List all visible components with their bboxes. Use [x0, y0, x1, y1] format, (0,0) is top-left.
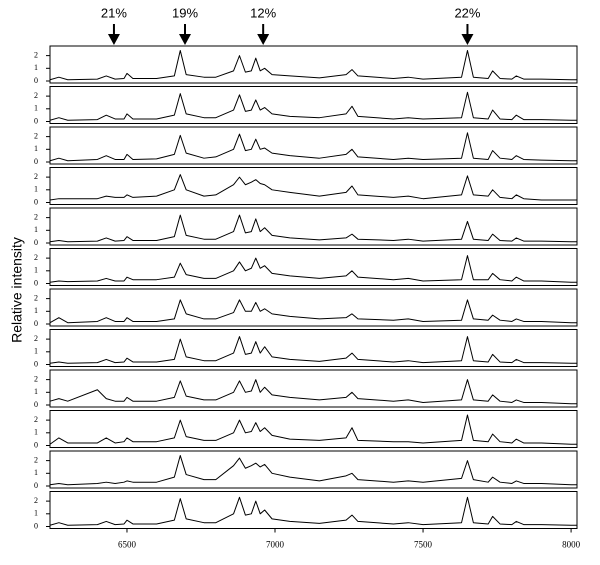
panel-frame — [49, 329, 578, 367]
y-tick-label: 0 — [34, 76, 38, 85]
x-tick-label: 7000 — [266, 540, 285, 550]
spectrum-line — [49, 455, 577, 486]
panel-frame — [49, 86, 578, 124]
spectrum-line — [49, 50, 577, 81]
y-tick-label: 0 — [34, 319, 38, 328]
panel-frame — [49, 410, 578, 448]
spectrum-line — [49, 174, 577, 201]
panel-frame — [49, 207, 578, 246]
y-tick-label: 1 — [34, 428, 38, 437]
panel-frame — [49, 288, 578, 327]
panel-frame — [49, 491, 578, 529]
annotation-label: 22% — [454, 5, 480, 20]
y-tick-label: 1 — [34, 185, 38, 194]
y-tick-label: 1 — [34, 225, 38, 234]
y-tick-label: 1 — [34, 509, 38, 518]
spectrum-line — [49, 414, 577, 445]
annotation-label: 12% — [250, 5, 276, 20]
y-tick-label: 0 — [34, 521, 38, 530]
y-tick-label: 2 — [34, 212, 38, 221]
spectrum-line — [49, 255, 577, 283]
panel-frame — [49, 45, 578, 84]
annotation-label: 21% — [101, 5, 127, 20]
y-tick-label: 2 — [34, 455, 38, 464]
spectrum-line — [49, 379, 577, 405]
y-tick-label: 2 — [34, 293, 38, 302]
x-tick-label: 8000 — [562, 540, 581, 550]
spectrum-line — [49, 496, 577, 526]
y-tick-label: 2 — [34, 91, 38, 100]
y-tick-label: 1 — [34, 347, 38, 356]
y-tick-label: 0 — [34, 400, 38, 409]
y-tick-label: 2 — [34, 334, 38, 343]
y-tick-label: 0 — [34, 238, 38, 247]
y-tick-label: 0 — [34, 157, 38, 166]
y-tick-label: 0 — [34, 440, 38, 449]
x-tick-label: 6500 — [118, 540, 137, 550]
y-tick-label: 1 — [34, 63, 38, 72]
y-tick-label: 1 — [34, 266, 38, 275]
y-tick-label: 0 — [34, 359, 38, 368]
panel-frame — [49, 167, 578, 205]
y-tick-label: 2 — [34, 50, 38, 59]
y-tick-label: 1 — [34, 144, 38, 153]
panel-frame — [49, 450, 578, 489]
spectrum-line — [49, 214, 577, 243]
y-axis-label: Relative intensity — [9, 237, 25, 343]
panel-frame — [49, 126, 578, 165]
y-tick-label: 0 — [34, 278, 38, 287]
annotation-label: 19% — [172, 5, 198, 20]
y-tick-label: 1 — [34, 104, 38, 113]
y-tick-label: 1 — [34, 468, 38, 477]
y-tick-label: 0 — [34, 197, 38, 206]
panel-frame — [49, 248, 578, 286]
annotation-arrowhead — [107, 34, 120, 45]
spectrum-line — [49, 299, 577, 324]
y-tick-label: 0 — [34, 481, 38, 490]
annotation-arrowhead — [257, 34, 270, 45]
y-tick-label: 2 — [34, 415, 38, 424]
y-tick-label: 2 — [34, 253, 38, 262]
y-tick-label: 1 — [34, 387, 38, 396]
panel-frame — [49, 369, 578, 408]
y-tick-label: 2 — [34, 131, 38, 140]
spectrum-line — [49, 132, 577, 162]
spectrum-line — [49, 91, 577, 121]
annotation-arrowhead — [179, 34, 192, 45]
x-tick-label: 7500 — [414, 540, 433, 550]
y-tick-label: 1 — [34, 306, 38, 315]
annotation-arrowhead — [461, 34, 474, 45]
y-tick-label: 2 — [34, 496, 38, 505]
y-tick-label: 2 — [34, 374, 38, 383]
y-tick-label: 2 — [34, 172, 38, 181]
spectrum-line — [49, 336, 577, 364]
y-tick-label: 0 — [34, 116, 38, 125]
